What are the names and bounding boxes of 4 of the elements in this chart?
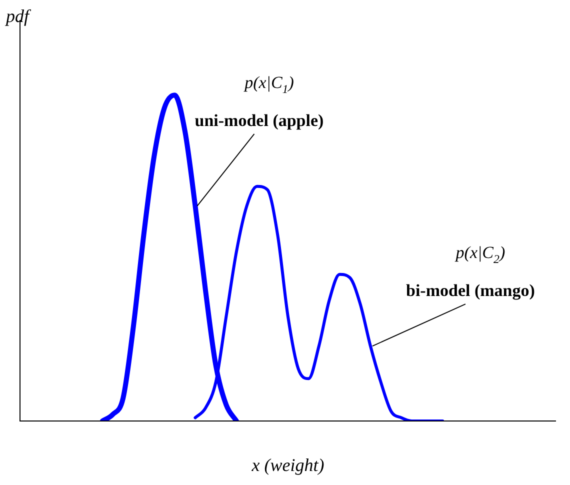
y-axis-title: pdf bbox=[4, 6, 32, 26]
series-label: uni-model (apple) bbox=[194, 110, 324, 130]
x-axis-title: x (weight) bbox=[250, 454, 324, 475]
text: bi-model (mango) bbox=[406, 281, 535, 300]
